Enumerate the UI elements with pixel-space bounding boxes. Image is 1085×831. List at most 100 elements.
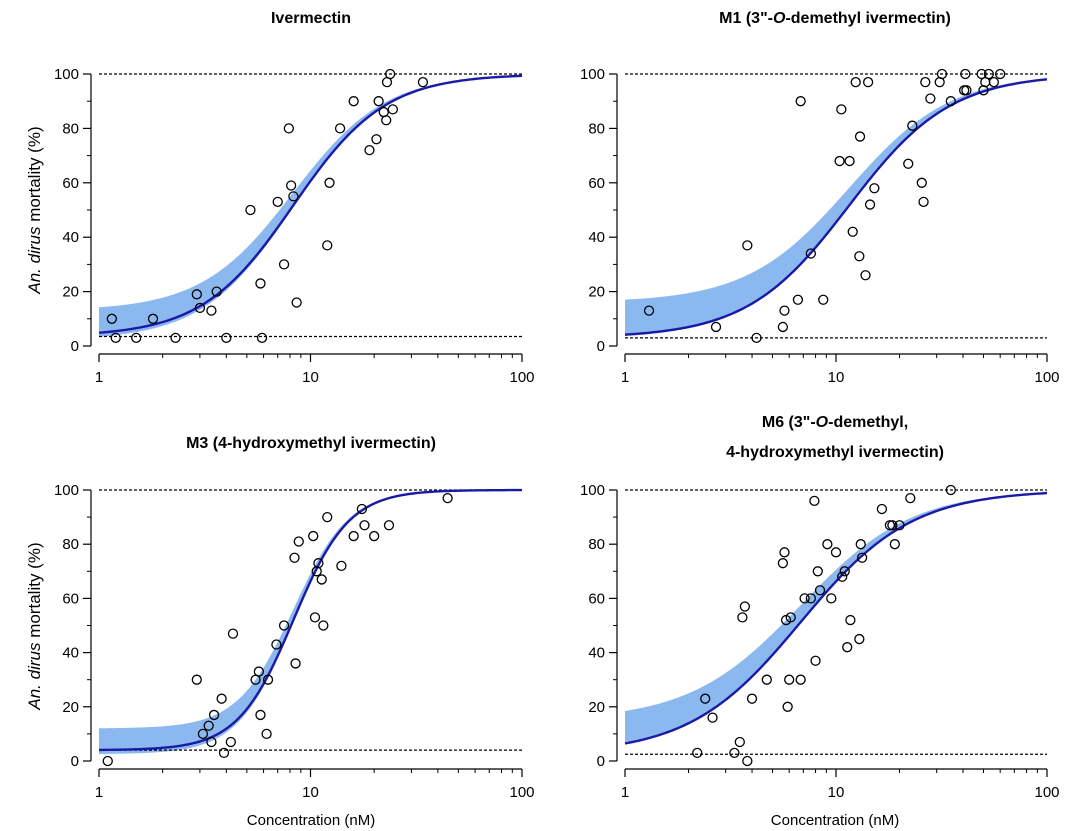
data-point (836, 104, 847, 115)
panel-m1: M1 (3"-O-demethyl ivermectin) 1 10 100 0 20 40… (580, 10, 1060, 386)
x-tick-label: 100 (1034, 369, 1059, 386)
data-point (854, 633, 865, 645)
data-point (707, 712, 718, 723)
fit-curve (624, 78, 1048, 336)
data-point (364, 145, 375, 156)
data-point (373, 96, 384, 107)
data-point (348, 96, 359, 107)
x-axis-label-right: Concentration (nM) (771, 812, 899, 829)
y-tick-label: 60 (588, 590, 605, 607)
panel-title-line-1: 4-hydroxymethyl ivermectin) (726, 444, 944, 461)
y-tick-label: 40 (62, 645, 79, 662)
y-tick-label: 100 (580, 482, 605, 499)
data-point (278, 620, 290, 631)
confidence-band (99, 490, 522, 754)
data-point (334, 123, 346, 134)
data-point (318, 620, 329, 631)
data-point (356, 503, 368, 515)
data-point (288, 191, 299, 202)
y-tick-label: 0 (597, 338, 605, 355)
data-point (227, 628, 239, 639)
data-point (278, 259, 290, 270)
data-point (739, 601, 751, 612)
data-point (814, 585, 826, 596)
data-point (194, 302, 206, 314)
data-point (936, 68, 948, 80)
y-tick-label: 60 (62, 590, 79, 607)
data-point (216, 693, 227, 704)
data-point (761, 674, 772, 685)
data-point (643, 305, 655, 316)
data-point (777, 558, 789, 569)
data-point (916, 177, 927, 188)
data-point (291, 297, 302, 308)
y-tick-label: 20 (62, 699, 79, 716)
y-tick-label: 80 (588, 536, 605, 553)
data-point (782, 701, 793, 712)
data-point (869, 183, 880, 194)
data-point (894, 520, 905, 531)
data-point (255, 709, 266, 721)
data-point (256, 332, 268, 343)
data-point (383, 520, 395, 531)
data-point (245, 204, 256, 216)
data-point (208, 709, 220, 721)
data-point (751, 332, 762, 343)
data-point (371, 134, 382, 145)
y-tick-label: 0 (597, 753, 605, 770)
data-point (197, 728, 209, 740)
x-tick-label: 10 (828, 784, 845, 801)
panel-m6: M6 (3"-O-demethyl, 4-hydroxymethyl iverme… (580, 414, 1060, 801)
y-axis-label-bottom: An. dirus mortality (%) (25, 542, 44, 710)
data-point (983, 68, 994, 80)
data-point (336, 560, 347, 572)
data-point (854, 131, 866, 142)
data-point (795, 96, 806, 107)
data-point (191, 674, 202, 685)
data-point (348, 530, 359, 542)
data-point (131, 332, 142, 343)
y-tick-label: 20 (588, 284, 605, 301)
data-point (211, 286, 222, 297)
data-point (417, 77, 429, 88)
data-point (729, 747, 740, 759)
data-point (293, 536, 304, 547)
data-point (313, 558, 324, 569)
x-axis-label-left: Concentration (nM) (247, 812, 375, 829)
data-point (876, 503, 888, 515)
x-tick-label: 10 (302, 784, 319, 801)
data-point (359, 520, 370, 531)
data-point (830, 547, 842, 558)
data-point (805, 248, 816, 259)
data-point (945, 484, 956, 496)
y-tick-label: 0 (71, 338, 79, 355)
y-axis-label-top: An. dirus mortality (%) (25, 126, 44, 294)
confidence-band (99, 75, 522, 337)
y-tick-label: 100 (54, 482, 79, 499)
y-tick-label: 100 (54, 66, 79, 83)
data-point (322, 240, 333, 251)
data-point (995, 68, 1006, 80)
data-point (907, 120, 918, 131)
data-point (271, 639, 282, 650)
data-point (253, 666, 265, 677)
data-point (742, 755, 753, 767)
data-point (844, 155, 855, 167)
data-point (809, 495, 820, 506)
data-point (945, 96, 956, 107)
data-point (988, 77, 1000, 88)
data-point (384, 68, 396, 80)
x-tick-label: 100 (1034, 784, 1059, 801)
data-point (862, 77, 874, 88)
data-point (847, 226, 858, 237)
data-point (387, 104, 398, 115)
data-point (777, 321, 789, 333)
y-tick-label: 0 (71, 753, 79, 770)
x-tick-label: 1 (621, 369, 629, 386)
data-point (785, 612, 796, 623)
data-point (795, 674, 806, 685)
data-point (920, 77, 931, 88)
panel-title-line-0: M3 (4-hydroxymethyl ivermectin) (186, 435, 436, 452)
data-point (918, 196, 929, 207)
data-point (884, 520, 896, 531)
